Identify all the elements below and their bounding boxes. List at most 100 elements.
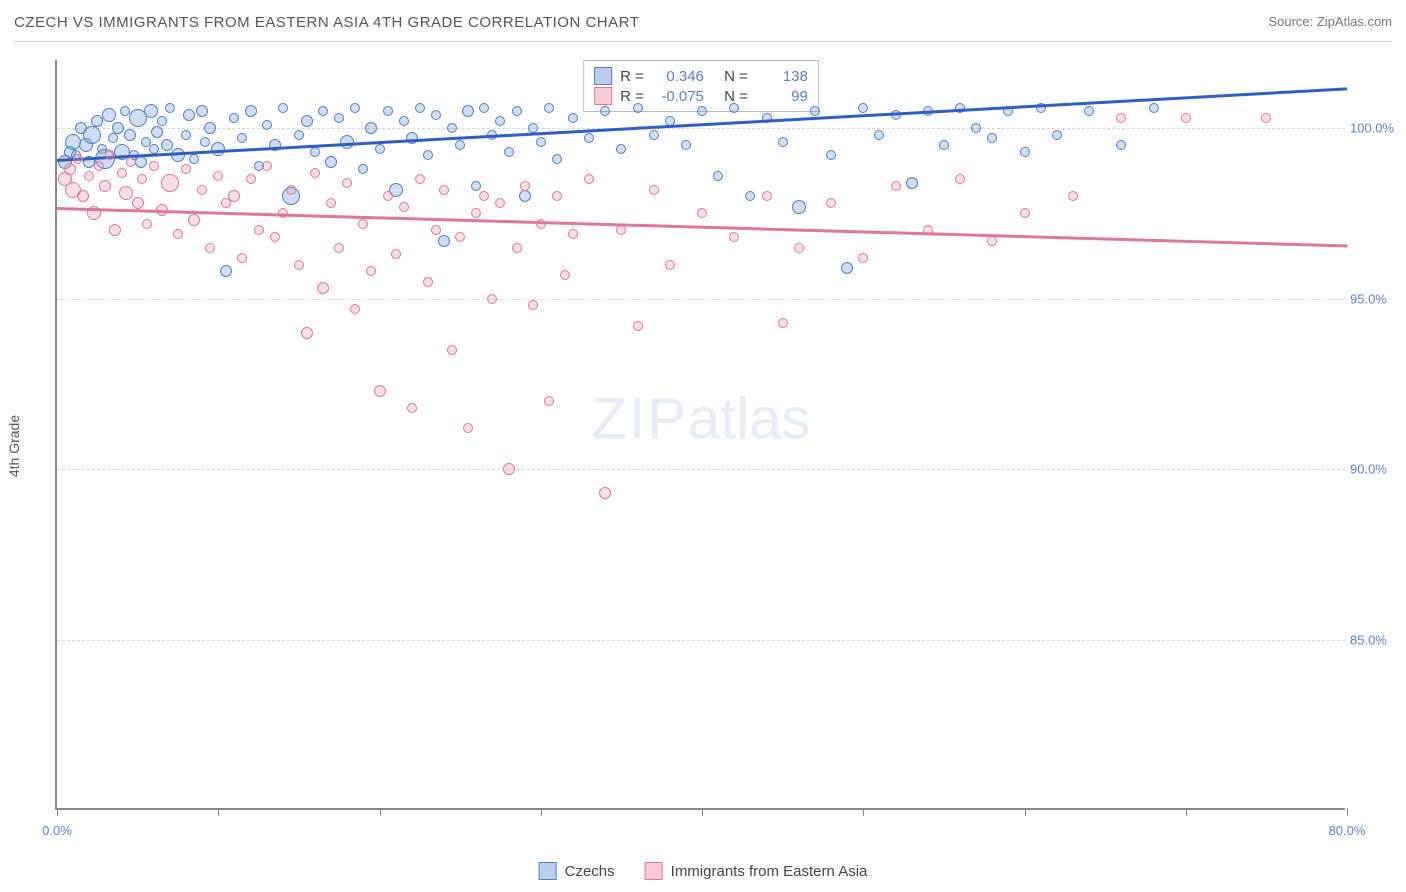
data-point bbox=[415, 174, 425, 184]
data-point bbox=[512, 243, 522, 253]
data-point bbox=[358, 164, 368, 174]
data-point bbox=[762, 191, 772, 201]
x-tick bbox=[863, 808, 864, 816]
x-tick bbox=[1347, 808, 1348, 816]
data-point bbox=[431, 110, 441, 120]
data-point bbox=[1084, 106, 1094, 116]
data-point bbox=[270, 232, 280, 242]
data-point bbox=[778, 318, 788, 328]
data-point bbox=[826, 150, 836, 160]
data-point bbox=[423, 277, 433, 287]
data-point bbox=[383, 106, 393, 116]
data-point bbox=[810, 106, 820, 116]
swatch-blue-icon bbox=[594, 67, 612, 85]
data-point bbox=[479, 191, 489, 201]
scatter-plot-area: ZIPatlas R =0.346 N =138 R =-0.075 N =99… bbox=[55, 60, 1345, 810]
data-point bbox=[544, 396, 554, 406]
data-point bbox=[391, 249, 401, 259]
x-tick bbox=[702, 808, 703, 816]
data-point bbox=[792, 200, 806, 214]
data-point bbox=[600, 106, 610, 116]
data-point bbox=[520, 181, 530, 191]
data-point bbox=[301, 327, 313, 339]
data-point bbox=[181, 130, 191, 140]
data-point bbox=[729, 103, 739, 113]
x-tick bbox=[1025, 808, 1026, 816]
data-point bbox=[455, 232, 465, 242]
data-point bbox=[117, 168, 127, 178]
data-point bbox=[874, 130, 884, 140]
x-tick bbox=[57, 808, 58, 816]
data-point bbox=[183, 109, 195, 121]
data-point bbox=[73, 154, 83, 164]
data-point bbox=[778, 137, 788, 147]
data-point bbox=[471, 181, 481, 191]
data-point bbox=[325, 156, 337, 168]
data-point bbox=[108, 133, 118, 143]
data-point bbox=[423, 150, 433, 160]
data-point bbox=[439, 185, 449, 195]
data-point bbox=[109, 224, 121, 236]
swatch-pink-icon bbox=[645, 862, 663, 880]
data-point bbox=[665, 260, 675, 270]
data-point bbox=[132, 197, 144, 209]
data-point bbox=[262, 120, 272, 130]
data-point bbox=[124, 129, 136, 141]
data-point bbox=[83, 126, 101, 144]
data-point bbox=[1261, 113, 1271, 123]
data-point bbox=[858, 253, 868, 263]
data-point bbox=[1020, 208, 1030, 218]
data-point bbox=[599, 487, 611, 499]
data-point bbox=[447, 123, 457, 133]
data-point bbox=[495, 116, 505, 126]
data-point bbox=[365, 122, 377, 134]
data-point bbox=[455, 140, 465, 150]
data-point bbox=[479, 103, 489, 113]
data-point bbox=[213, 171, 223, 181]
data-point bbox=[105, 150, 115, 160]
data-point bbox=[471, 208, 481, 218]
data-point bbox=[544, 103, 554, 113]
data-point bbox=[358, 219, 368, 229]
data-point bbox=[188, 214, 200, 226]
data-point bbox=[794, 243, 804, 253]
chart-title: CZECH VS IMMIGRANTS FROM EASTERN ASIA 4T… bbox=[14, 14, 639, 31]
data-point bbox=[94, 161, 104, 171]
data-point bbox=[254, 225, 264, 235]
data-point bbox=[237, 253, 247, 263]
data-point bbox=[205, 243, 215, 253]
data-point bbox=[294, 260, 304, 270]
data-point bbox=[334, 243, 344, 253]
data-point bbox=[286, 185, 296, 195]
data-point bbox=[431, 225, 441, 235]
data-point bbox=[1052, 130, 1062, 140]
data-point bbox=[200, 137, 210, 147]
data-point bbox=[350, 304, 360, 314]
data-point bbox=[841, 262, 853, 274]
data-point bbox=[237, 133, 247, 143]
data-point bbox=[245, 105, 257, 117]
x-tick-label: 80.0% bbox=[1329, 823, 1366, 838]
y-tick-label: 100.0% bbox=[1350, 121, 1400, 136]
data-point bbox=[135, 156, 147, 168]
data-point bbox=[189, 154, 199, 164]
data-point bbox=[697, 208, 707, 218]
data-point bbox=[77, 190, 89, 202]
data-point bbox=[246, 174, 256, 184]
data-point bbox=[552, 191, 562, 201]
data-point bbox=[633, 321, 643, 331]
data-point bbox=[519, 190, 531, 202]
y-tick-label: 85.0% bbox=[1350, 632, 1400, 647]
data-point bbox=[204, 122, 216, 134]
data-point bbox=[447, 345, 457, 355]
swatch-pink-icon bbox=[594, 87, 612, 105]
data-point bbox=[229, 113, 239, 123]
data-point bbox=[987, 133, 997, 143]
legend-item-czechs: Czechs bbox=[539, 862, 615, 880]
data-point bbox=[317, 282, 329, 294]
correlation-legend: R =0.346 N =138 R =-0.075 N =99 bbox=[583, 60, 819, 112]
x-tick bbox=[380, 808, 381, 816]
data-point bbox=[616, 225, 626, 235]
data-point bbox=[955, 174, 965, 184]
data-point bbox=[528, 300, 538, 310]
